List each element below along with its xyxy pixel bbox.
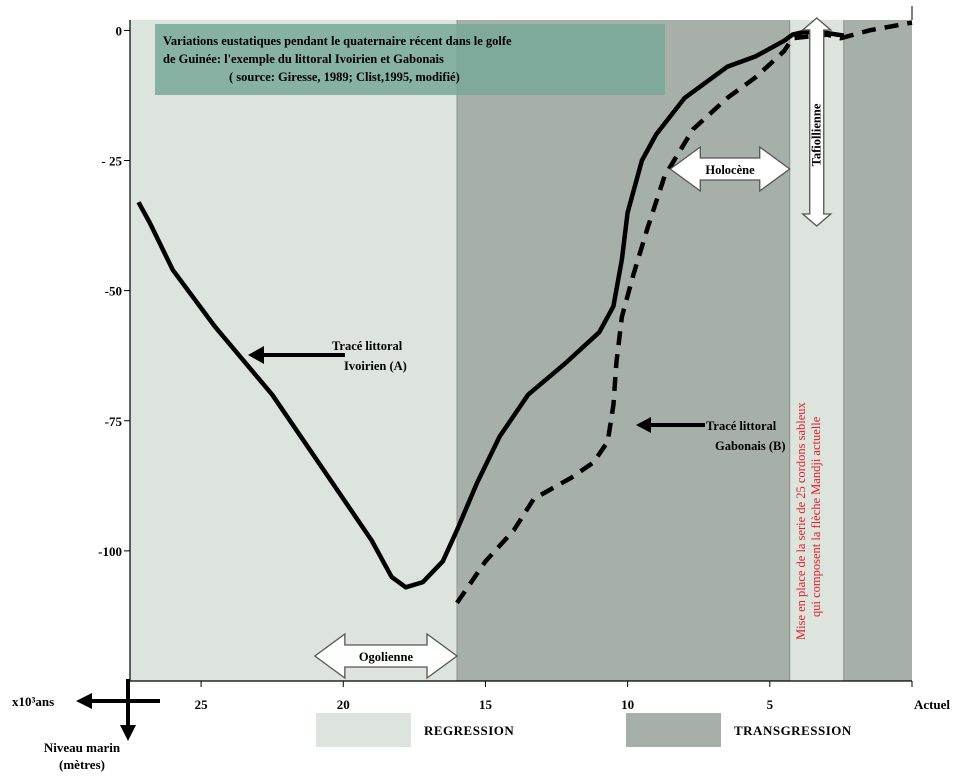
x-tick-label: Actuel <box>914 697 950 712</box>
stage-arrows: Ogolienne Holocène Tafiollienne <box>313 17 833 680</box>
period-band-transgression <box>843 20 912 681</box>
x-axis-arrowhead-icon <box>76 693 92 709</box>
period-bands <box>130 20 912 681</box>
x-tick-label: 10 <box>621 697 634 712</box>
y-axis-arrowhead-icon <box>120 725 136 741</box>
stage-arrow-holocene-icon <box>669 145 791 193</box>
x-axis-title: x10³ans <box>12 694 54 709</box>
legend-label-transgression: TRANSGRESSION <box>734 723 852 738</box>
x-tick-label: 20 <box>337 697 350 712</box>
gabonais-label-2: Gabonais (B) <box>715 439 786 453</box>
curves <box>136 20 913 605</box>
y-tick-label: -100 <box>98 544 122 559</box>
red-note: Mise en place de la serie de 25 cordons … <box>794 401 823 640</box>
legend-swatch-regression <box>316 713 411 747</box>
x-tick-label: 25 <box>195 697 209 712</box>
title-box-bg <box>155 24 665 95</box>
title-line-2: de Guinée: l'exemple du littoral Ivoirie… <box>163 52 444 66</box>
legend-label-regression: REGRESSION <box>424 723 514 738</box>
legend: REGRESSION TRANSGRESSION <box>316 713 852 747</box>
title-line-3: ( source: Giresse, 1989; Clist,1995, mod… <box>229 70 460 84</box>
curve-ivoirien <box>136 29 845 590</box>
axes: 25 20 15 10 5 Actuel 0 - 25 -50 -75 -100 <box>98 6 950 712</box>
axis-titles: x10³ans Niveau marin (mètres) <box>12 679 160 772</box>
period-band-regression <box>130 20 458 681</box>
red-note-line-2: qui composent la flèche Mandji actuelle <box>809 416 823 617</box>
y-tick-label: - 25 <box>101 154 122 169</box>
y-axis-title-1: Niveau marin <box>44 740 121 755</box>
y-axis-title-2: (mètres) <box>59 757 105 772</box>
x-tick-label: 5 <box>767 697 774 712</box>
ivoirien-annotation: Tracé littoral Ivoirien (A) <box>248 339 407 373</box>
stage-arrow-tafiollienne-icon <box>800 17 833 227</box>
stage-label-tafiollienne: Tafiollienne <box>810 103 824 166</box>
y-tick-label: -50 <box>105 284 122 299</box>
period-band-transgression <box>457 20 790 681</box>
title-box: Variations eustatiques pendant le quater… <box>155 24 665 95</box>
title-line-1: Variations eustatiques pendant le quater… <box>163 34 512 48</box>
ivoirien-arrowhead-icon <box>248 346 264 364</box>
stage-arrow-ogolienne-icon <box>313 632 459 680</box>
legend-swatch-transgression <box>626 713 721 747</box>
stage-label-holocene: Holocène <box>705 163 755 177</box>
stage-label-ogolienne: Ogolienne <box>359 650 414 664</box>
y-tick-label: -75 <box>105 414 123 429</box>
gabonais-label-1: Tracé littoral <box>706 419 777 433</box>
red-note-line-1: Mise en place de la serie de 25 cordons … <box>794 401 808 640</box>
ivoirien-label-1: Tracé littoral <box>332 339 403 353</box>
ivoirien-label-2: Ivoirien (A) <box>344 359 407 373</box>
x-tick-label: 15 <box>479 697 493 712</box>
gabonais-arrowhead-icon <box>636 417 651 433</box>
curve-gabonais <box>455 20 913 605</box>
y-tick-label: 0 <box>116 23 123 38</box>
gabonais-annotation: Tracé littoral Gabonais (B) <box>636 417 786 453</box>
